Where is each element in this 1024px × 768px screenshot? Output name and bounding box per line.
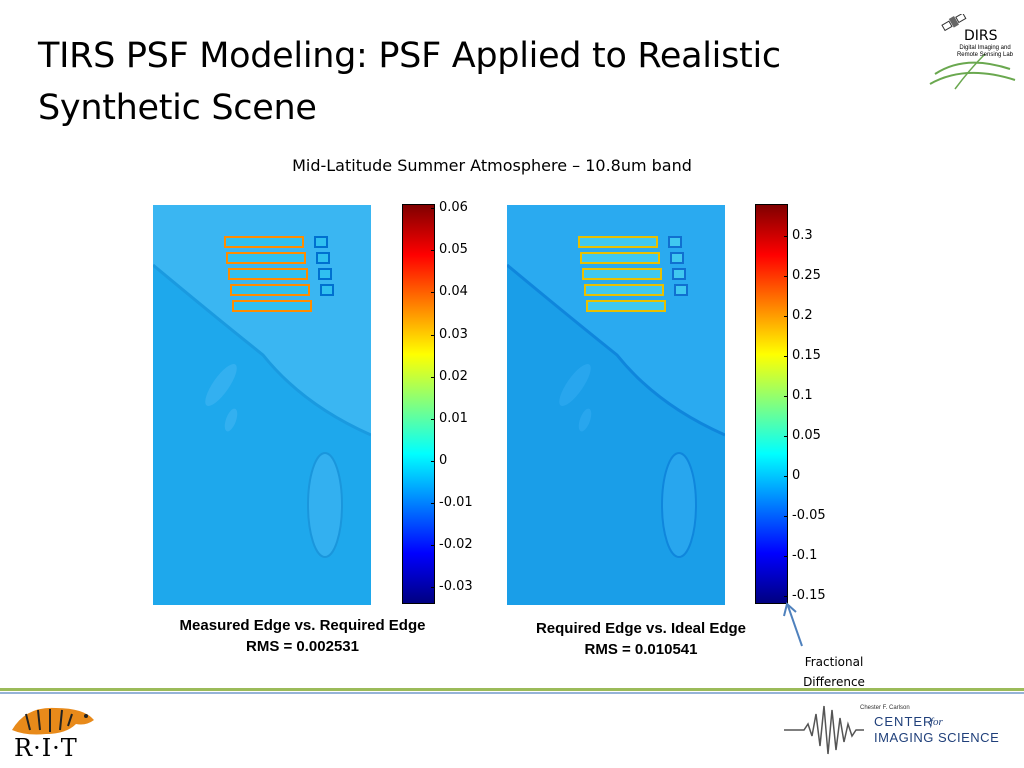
- cis-logo-imaging-science: IMAGING SCIENCE: [874, 730, 1000, 745]
- fractional-difference-line2: Difference: [803, 675, 865, 689]
- colorbar-left-tick-mark: [431, 208, 435, 210]
- dirs-logo-word: DIRS: [964, 28, 998, 44]
- colorbar-left-tick-label: 0.04: [439, 284, 468, 300]
- colorbar-right-tick-label: 0.2: [792, 308, 813, 323]
- colorbar-right-tick-label: 0.25: [792, 268, 821, 283]
- caption-right-title: Required Edge vs. Ideal Edge: [535, 620, 747, 637]
- colorbar-right-tick-mark: [784, 556, 788, 557]
- difference-map-required-vs-ideal: [507, 205, 725, 605]
- cis-logo-center: CENTER: [874, 714, 934, 729]
- colorbar-right-tick-label: 0.3: [792, 228, 813, 243]
- rit-logo-wordmark: R·I·T: [14, 734, 78, 762]
- colorbar-right-tick-mark: [784, 476, 788, 477]
- colorbar-right-tick-mark: [784, 596, 788, 597]
- colorbar-right-tick-mark: [784, 516, 788, 517]
- rit-tiger-logo: [12, 707, 94, 735]
- annotation-arrow-icon: [783, 602, 803, 647]
- colorbar-left-tick-label: 0.02: [439, 368, 468, 384]
- footer-divider-blue: [0, 692, 1024, 694]
- colorbar-right: [755, 204, 788, 604]
- colorbar-right-tick-mark: [784, 316, 788, 317]
- colorbar-left-tick-label: 0: [439, 452, 448, 468]
- dirs-logo: [929, 14, 1016, 90]
- colorbar-right-tick-mark: [784, 436, 788, 437]
- colorbar-left-tick-label: -0.01: [439, 494, 473, 510]
- colorbar-left-tick-mark: [431, 376, 435, 378]
- colorbar-left-tick-mark: [431, 334, 435, 336]
- caption-left-title: Measured Edge vs. Required Edge: [179, 617, 426, 634]
- fractional-difference-line1: Fractional: [804, 655, 864, 669]
- colorbar-left-tick-label: 0.05: [439, 242, 468, 258]
- caption-right: Required Edge vs. Ideal Edge RMS = 0.010…: [510, 618, 772, 660]
- colorbar-left-tick-mark: [431, 545, 435, 547]
- colorbar-left-tick-mark: [431, 292, 435, 294]
- colorbar-left-tick-mark: [431, 460, 435, 462]
- colorbar-right-tick-label: -0.1: [792, 548, 818, 563]
- colorbar-right-tick-label: 0.1: [792, 388, 813, 403]
- caption-left-rms: RMS = 0.002531: [246, 638, 359, 655]
- slide-title: TIRS PSF Modeling: PSF Applied to Realis…: [38, 30, 898, 134]
- caption-left: Measured Edge vs. Required Edge RMS = 0.…: [150, 615, 455, 657]
- colorbar-left-tick-label: -0.02: [439, 537, 473, 553]
- colorbar-left: [402, 204, 435, 604]
- colorbar-right-tick-mark: [784, 236, 788, 237]
- colorbar-left-tick-label: -0.03: [439, 579, 473, 595]
- colorbar-right-tick-label: 0.15: [792, 348, 821, 363]
- colorbar-right-tick-mark: [784, 356, 788, 357]
- colorbar-left-tick-mark: [431, 502, 435, 504]
- cis-logo-for: for: [930, 716, 943, 728]
- colorbar-left-tick-label: 0.01: [439, 410, 468, 426]
- colorbar-left-tick-label: 0.03: [439, 326, 468, 342]
- colorbar-right-tick-label: -0.15: [792, 588, 826, 603]
- colorbar-right-tick-mark: [784, 396, 788, 397]
- colorbar-left-tick-mark: [431, 250, 435, 252]
- fractional-difference-label: Fractional Difference: [790, 652, 878, 692]
- cis-logo-small-text: Chester F. Carlson: [860, 705, 910, 711]
- colorbar-right-tick-label: 0: [792, 468, 801, 483]
- figure-subtitle: Mid-Latitude Summer Atmosphere – 10.8um …: [292, 156, 692, 175]
- caption-right-rms: RMS = 0.010541: [584, 641, 698, 658]
- colorbar-right-tick-mark: [784, 276, 788, 277]
- colorbar-right-tick-label: -0.05: [792, 508, 826, 523]
- dirs-logo-subtitle: Digital Imaging and Remote Sensing Lab: [956, 45, 1014, 58]
- slide-title-line1: TIRS PSF Modeling: PSF Applied to Realis…: [38, 36, 781, 76]
- colorbar-left-tick-label: 0.06: [439, 200, 468, 216]
- colorbar-left-tick-mark: [431, 587, 435, 589]
- difference-map-measured-vs-required: [153, 205, 371, 605]
- slide-title-line2: Synthetic Scene: [38, 88, 317, 128]
- colorbar-left-tick-mark: [431, 418, 435, 420]
- colorbar-right-tick-label: 0.05: [792, 428, 821, 443]
- center-for-imaging-science-logo: [784, 705, 864, 755]
- footer-divider-green: [0, 688, 1024, 691]
